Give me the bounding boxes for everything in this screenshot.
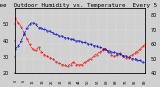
Title: Milwaukee  Outdoor Humidity vs. Temperature  Every 5 Minutes: Milwaukee Outdoor Humidity vs. Temperatu… [0,3,160,8]
